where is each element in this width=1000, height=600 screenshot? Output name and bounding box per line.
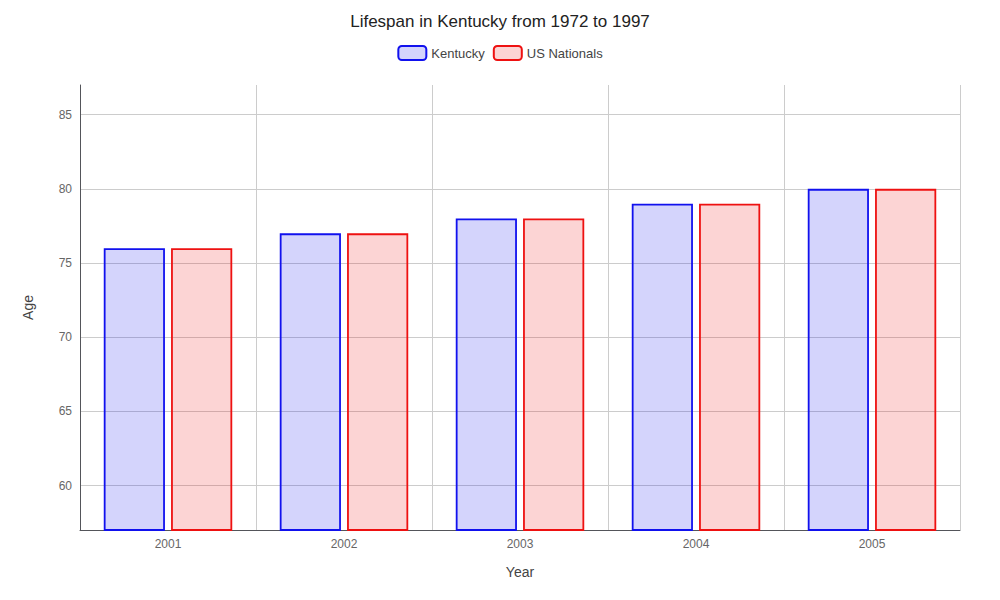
svg-text:Lifespan in Kentucky from 1972: Lifespan in Kentucky from 1972 to 1997: [350, 12, 650, 31]
svg-text:2005: 2005: [859, 537, 886, 551]
svg-text:Kentucky: Kentucky: [431, 46, 485, 61]
svg-text:2001: 2001: [155, 537, 182, 551]
svg-text:2003: 2003: [507, 537, 534, 551]
svg-text:85: 85: [59, 108, 73, 122]
svg-text:60: 60: [59, 479, 73, 493]
svg-text:80: 80: [59, 182, 73, 196]
svg-text:65: 65: [59, 404, 73, 418]
svg-text:Age: Age: [20, 295, 36, 320]
svg-text:70: 70: [59, 330, 73, 344]
svg-text:US Nationals: US Nationals: [527, 46, 603, 61]
svg-text:2004: 2004: [683, 537, 710, 551]
svg-text:75: 75: [59, 256, 73, 270]
svg-text:2002: 2002: [331, 537, 358, 551]
svg-text:Year: Year: [506, 564, 535, 580]
